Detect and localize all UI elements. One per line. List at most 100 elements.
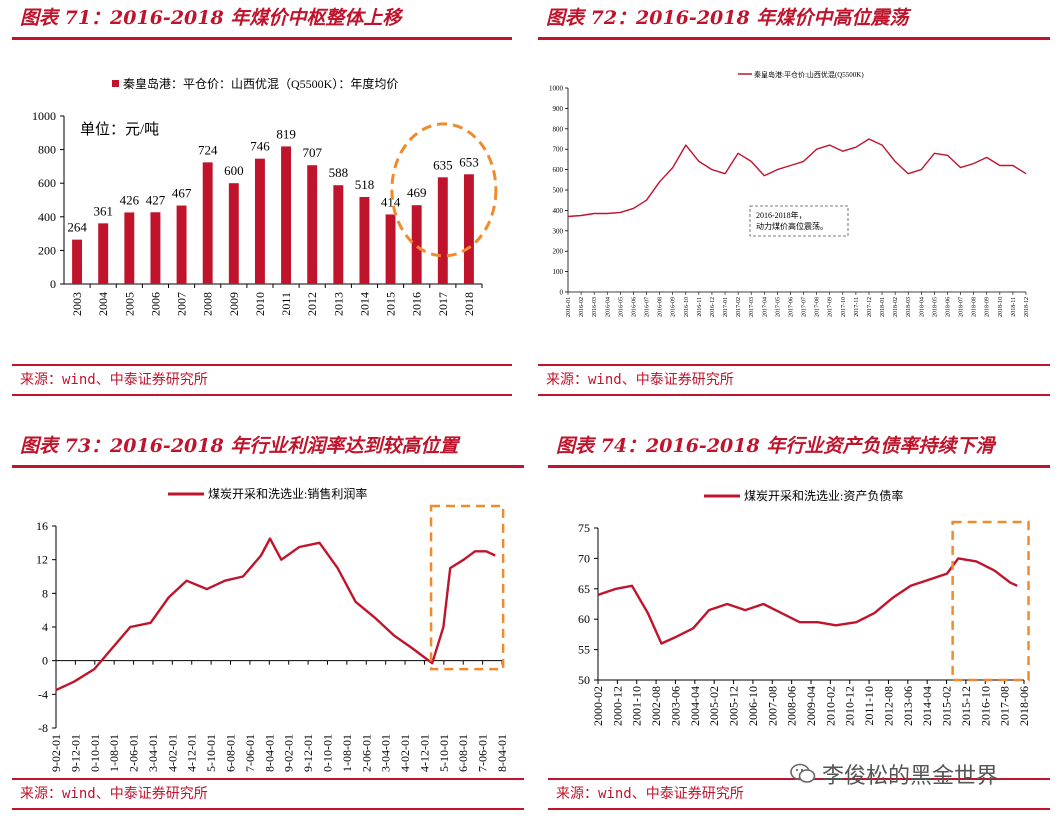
x-tick-label: 2013-06 <box>901 686 915 726</box>
x-tick-label: 2018-11 <box>1011 297 1017 317</box>
x-tick-label: 2007-08 <box>765 686 779 726</box>
data-label: 469 <box>407 185 427 200</box>
data-label: 414 <box>381 194 401 209</box>
x-tick-label: 2000-12 <box>610 686 624 726</box>
y-tick-label: 4 <box>42 620 48 634</box>
bar <box>176 205 187 284</box>
x-tick-label: 2014 <box>357 292 371 316</box>
x-tick-label: 2006-10 <box>746 686 760 726</box>
y-tick-label: 700 <box>553 146 564 154</box>
y-tick-label: 600 <box>38 176 56 190</box>
watermark-text: 李俊松的黑金世界 <box>822 764 999 789</box>
data-label: 746 <box>250 139 270 154</box>
x-tick-label: 2017-07 <box>802 297 808 317</box>
x-tick-label: 2018 <box>462 292 476 316</box>
y-tick-label: 200 <box>38 243 56 257</box>
x-tick-label: 2018-08 <box>972 297 978 317</box>
data-label: 426 <box>120 192 140 207</box>
x-tick-label: 2017-04 <box>762 297 768 317</box>
bar <box>385 214 396 284</box>
x-tick-label: 2017-01 <box>723 297 729 317</box>
series-line <box>55 537 496 692</box>
x-tick-label: 2017-10 <box>841 297 847 317</box>
x-tick-label: 2016-02 <box>579 297 585 317</box>
y-tick-label: 900 <box>553 105 564 113</box>
annotation-text: 动力煤价高位震荡。 <box>756 221 828 231</box>
x-tick-label: 2008 <box>201 292 215 316</box>
x-tick-label: 2009 <box>227 292 241 316</box>
x-tick-label: 2012-06-01 <box>359 734 373 772</box>
x-tick-label: 2018-05 <box>932 297 938 317</box>
x-tick-label: 2018-07 <box>959 297 965 317</box>
panel-71: 图表 71：2016-2018 年煤价中枢整体上移 秦皇岛港：平仓价：山西优混（… <box>12 0 512 400</box>
x-tick-label: 1999-12-01 <box>68 734 82 772</box>
y-tick-label: 65 <box>578 582 590 596</box>
x-tick-label: 2016-09 <box>671 297 677 317</box>
bar <box>281 146 292 284</box>
x-tick-label: 2011 <box>279 292 293 316</box>
x-tick-label: 2017-05 <box>775 297 781 317</box>
x-tick-label: 2009-02-01 <box>282 734 296 772</box>
x-tick-label: 2016-08-01 <box>456 734 470 772</box>
y-tick-label: 8 <box>42 586 48 600</box>
x-tick-label: 2016-04 <box>605 297 611 317</box>
panel-title: 图表 71：2016-2018 年煤价中枢整体上移 <box>12 0 512 40</box>
x-tick-label: 2001-10 <box>630 686 644 726</box>
x-tick-label: 2000-02 <box>591 686 605 726</box>
x-tick-label: 2002-08 <box>649 686 663 726</box>
data-label: 588 <box>329 165 349 180</box>
x-tick-label: 2004-04 <box>688 686 702 726</box>
panel-title: 图表 74：2016-2018 年行业资产负债率持续下滑 <box>548 428 1050 468</box>
y-tick-label: 0 <box>50 277 56 291</box>
y-tick-label: 60 <box>578 612 590 626</box>
bar <box>333 185 344 284</box>
bar <box>98 223 109 284</box>
panel-title: 图表 73：2016-2018 年行业利润率达到较高位置 <box>12 428 524 468</box>
bar <box>307 165 318 284</box>
x-tick-label: 2004-12-01 <box>185 734 199 772</box>
x-tick-label: 2017-03 <box>749 297 755 317</box>
x-tick-label: 2018-03 <box>906 297 912 317</box>
bar <box>254 158 265 284</box>
x-tick-label: 2018-10 <box>998 297 1004 317</box>
highlight-box <box>429 504 505 671</box>
x-tick-label: 2011-08-01 <box>340 734 354 772</box>
bar <box>437 177 448 284</box>
x-tick-label: 2010-02 <box>823 686 837 726</box>
watermark: 李俊松的黑金世界 <box>790 758 998 790</box>
series-line <box>597 557 1018 645</box>
x-tick-label: 2014-02-01 <box>398 734 412 772</box>
x-tick-label: 2006-08-01 <box>224 734 238 772</box>
x-tick-label: 2017-06 <box>788 297 794 317</box>
x-tick-label: 2017 <box>436 292 450 316</box>
x-tick-label: 2018-09 <box>985 297 991 317</box>
x-tick-label: 2010 <box>253 292 267 316</box>
x-tick-label: 2010-10-01 <box>320 734 334 772</box>
data-label: 361 <box>93 203 113 218</box>
annotation-box <box>749 205 849 237</box>
bar <box>411 205 422 284</box>
x-tick-label: 2018-12 <box>1024 297 1030 317</box>
unit-label: 单位：元/吨 <box>80 121 159 138</box>
highlight-ellipse <box>390 122 498 258</box>
x-tick-label: 2016-06 <box>631 297 637 317</box>
y-tick-label: 50 <box>578 673 590 687</box>
y-tick-label: 400 <box>553 207 564 215</box>
bar <box>228 183 239 284</box>
y-tick-label: 70 <box>578 551 590 565</box>
legend-label: 秦皇岛港:平仓价:山西优混(Q5500K) <box>754 70 864 79</box>
x-tick-label: 1999-02-01 <box>49 734 63 772</box>
data-label: 653 <box>459 154 479 169</box>
data-label: 600 <box>224 163 244 178</box>
legend-swatch <box>112 80 119 87</box>
data-label: 467 <box>172 186 192 201</box>
data-label: 707 <box>302 145 322 160</box>
data-label: 518 <box>355 177 375 192</box>
x-tick-label: 2017-08 <box>815 297 821 317</box>
x-tick-label: 2009-12-01 <box>301 734 315 772</box>
bar <box>202 162 213 284</box>
x-tick-label: 2002-06-01 <box>127 734 141 772</box>
y-tick-label: -4 <box>38 687 48 701</box>
y-tick-label: 55 <box>578 643 590 657</box>
